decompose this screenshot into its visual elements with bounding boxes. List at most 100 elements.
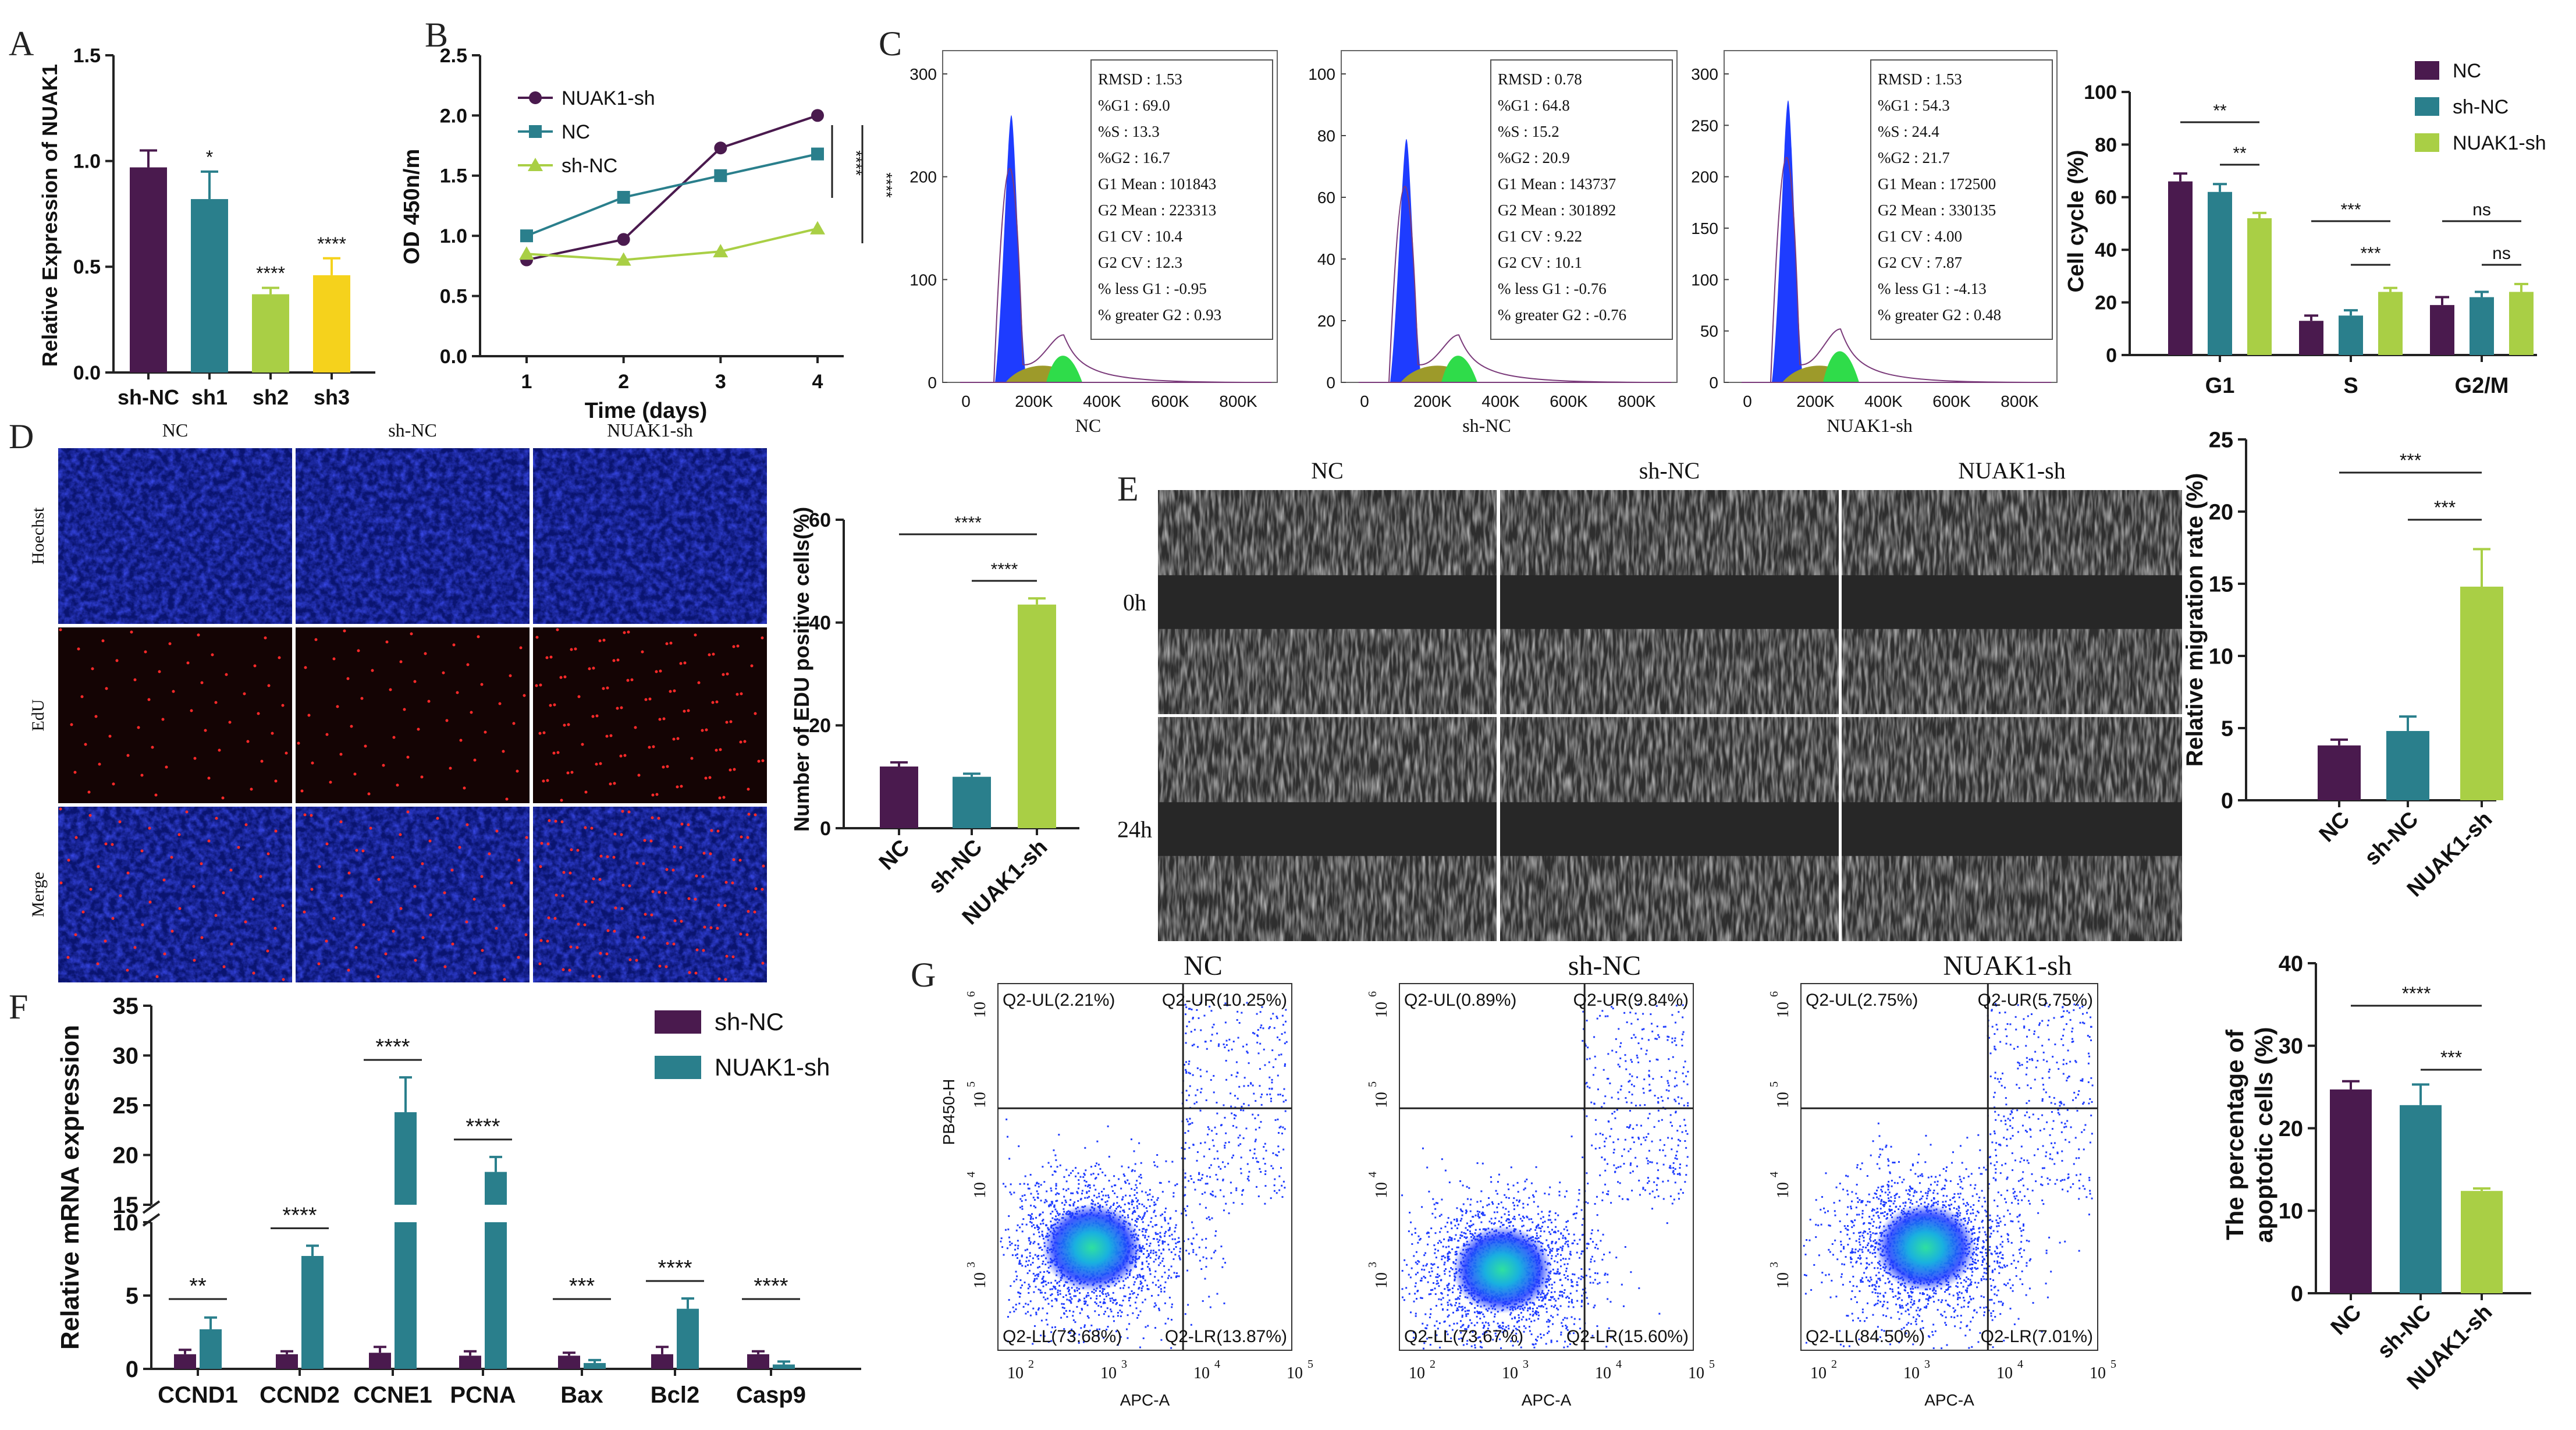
g-event-dot xyxy=(1040,1255,1043,1257)
g-event-dot xyxy=(1558,1190,1561,1193)
d-edu-dot xyxy=(466,663,470,666)
g-y-tick-base: 10 xyxy=(971,1272,989,1289)
g-event-dot xyxy=(1260,1024,1263,1027)
g-event-dot xyxy=(1160,1236,1162,1239)
c-g2-peak xyxy=(1046,356,1082,382)
g-event-dot xyxy=(1565,1258,1567,1260)
d-edu-dot xyxy=(676,785,679,789)
g-event-dot xyxy=(1122,1300,1124,1302)
g-event-dot xyxy=(1104,1201,1107,1204)
d-merge-dot xyxy=(651,816,654,819)
g-event-dot xyxy=(1146,1288,1149,1290)
d-edu-dot xyxy=(151,746,154,749)
d-edu-dot xyxy=(509,674,512,677)
d-edu-dot xyxy=(112,782,115,786)
c-g2-peak xyxy=(1441,356,1477,382)
g-event-dot xyxy=(1560,1331,1562,1333)
d-edu-dot xyxy=(620,706,623,709)
d-edu-dot xyxy=(697,681,701,684)
g-event-dot xyxy=(1584,1291,1587,1294)
g-event-dot xyxy=(1270,1098,1273,1100)
g-event-dot xyxy=(1043,1280,1045,1282)
d-edu-dot xyxy=(59,628,62,631)
g-event-dot xyxy=(1241,1012,1243,1014)
g-event-dot xyxy=(1054,1154,1057,1156)
g-event-dot xyxy=(1046,1270,1049,1272)
g-event-dot xyxy=(1552,1296,1554,1298)
g-event-dot xyxy=(1264,1202,1266,1205)
d-edu-dot xyxy=(598,639,602,643)
g-event-dot xyxy=(1476,1201,1479,1203)
g-event-dot xyxy=(1523,1330,1525,1333)
d-edu-dot xyxy=(477,635,480,638)
g-event-dot xyxy=(1495,1190,1497,1192)
d-merge-dot xyxy=(148,900,152,904)
g-event-dot xyxy=(1072,1311,1075,1313)
g-event-dot xyxy=(1491,1222,1493,1225)
g-event-dot xyxy=(1181,1157,1184,1159)
g-event-dot xyxy=(1467,1326,1469,1328)
g-event-dot xyxy=(1241,1105,1243,1108)
g-event-dot xyxy=(1468,1225,1470,1227)
g-event-dot xyxy=(1444,1226,1447,1228)
g-event-dot xyxy=(1072,1315,1074,1317)
g-event-dot xyxy=(1590,1238,1592,1240)
d-edu-dot xyxy=(442,671,445,675)
g-event-dot xyxy=(1174,1184,1177,1187)
g-event-dot xyxy=(1592,1241,1594,1243)
g-event-dot xyxy=(1610,1336,1612,1339)
d-column-label: NC xyxy=(162,420,188,441)
f-bar xyxy=(773,1364,795,1369)
g-event-dot xyxy=(1198,1017,1200,1019)
g-event-dot xyxy=(1587,1182,1589,1184)
g-event-dot xyxy=(1461,1325,1463,1327)
g-event-dot xyxy=(1012,1306,1014,1308)
g-event-dot xyxy=(1671,1037,1673,1039)
g-event-dot xyxy=(1121,1304,1123,1307)
g-event-dot xyxy=(1134,1224,1136,1226)
g-event-dot xyxy=(1037,1193,1039,1195)
g-event-dot xyxy=(1272,1013,1274,1015)
g-event-dot xyxy=(1055,1187,1057,1190)
g-event-dot xyxy=(1470,1345,1473,1347)
g-event-dot xyxy=(1027,1287,1029,1290)
g-event-dot xyxy=(1114,1184,1117,1187)
g-event-dot xyxy=(1026,1272,1029,1275)
g-event-dot xyxy=(1040,1282,1043,1284)
d-row-label: Merge xyxy=(29,872,48,917)
g-event-dot xyxy=(1110,1300,1112,1302)
g-event-dot xyxy=(1200,1091,1202,1094)
d-merge-dot xyxy=(747,812,751,816)
d-merge-dot xyxy=(584,900,588,903)
d-merge-dot xyxy=(694,971,698,975)
g-event-dot xyxy=(1484,1214,1486,1216)
g-event-dot xyxy=(1403,1299,1405,1301)
d-edu-dot xyxy=(470,711,473,714)
g-event-dot xyxy=(1532,1315,1534,1317)
g-event-dot xyxy=(1534,1343,1537,1345)
g-event-dot xyxy=(1175,1210,1177,1212)
g-event-dot xyxy=(1135,1197,1138,1200)
g-event-dot xyxy=(1422,1347,1424,1350)
g-event-dot xyxy=(1260,1096,1262,1098)
g-event-dot xyxy=(1278,1151,1280,1153)
d-merge-dot xyxy=(244,823,248,826)
d-edu-dot xyxy=(673,689,676,693)
g-event-dot xyxy=(1533,1201,1535,1203)
g-event-dot xyxy=(1619,1057,1622,1059)
g-event-dot xyxy=(1231,1048,1233,1051)
g-event-dot xyxy=(1252,1157,1254,1159)
d-edu-dot xyxy=(456,691,459,694)
g-event-dot xyxy=(1505,1196,1508,1198)
g-event-dot xyxy=(1257,1114,1259,1116)
g-event-dot xyxy=(1220,1189,1222,1191)
e-cells-bottom xyxy=(1158,629,1497,714)
g-event-dot xyxy=(1015,1278,1018,1280)
g-event-dot xyxy=(1057,1289,1059,1291)
g-event-dot xyxy=(1153,1261,1155,1263)
f-x-tick-label: Casp9 xyxy=(736,1382,806,1408)
d-edu-dot xyxy=(648,697,652,701)
g-event-dot xyxy=(1555,1241,1557,1243)
g-event-dot xyxy=(1243,1103,1245,1105)
g-event-dot xyxy=(1529,1307,1531,1309)
